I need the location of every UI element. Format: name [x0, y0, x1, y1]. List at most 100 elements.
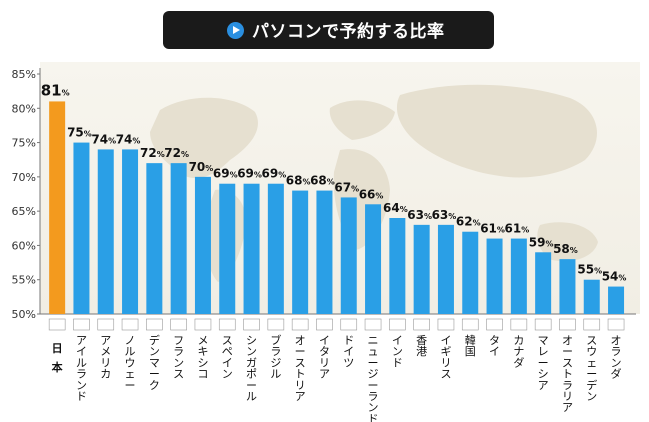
x-category-label: 日本	[52, 342, 63, 374]
world-map-decoration	[150, 84, 598, 282]
y-tick-label: 60%	[12, 239, 36, 252]
bar	[146, 163, 163, 314]
x-category-label: オーストラリア	[562, 334, 573, 414]
y-tick-label: 55%	[12, 274, 36, 287]
flag-icon	[170, 318, 187, 331]
chart-title-box	[163, 11, 494, 49]
x-category-label: イタリア	[319, 334, 330, 381]
x-category-label: インド	[392, 334, 403, 369]
bar	[340, 197, 357, 314]
data-label: 67%	[334, 180, 359, 194]
x-category-label: スペイン	[222, 334, 233, 381]
x-category-label: イギリス	[440, 334, 451, 381]
y-tick-label: 80%	[12, 102, 36, 115]
bar	[97, 149, 114, 314]
bar	[292, 190, 309, 314]
x-category-label: タイ	[489, 334, 500, 358]
data-label: 55%	[577, 263, 602, 277]
bar	[583, 279, 600, 314]
bar	[535, 252, 552, 314]
chart-title: パソコンで予約する比率	[252, 22, 445, 42]
data-label: 72%	[140, 146, 165, 160]
x-category-label: シンガポール	[246, 334, 257, 403]
flag-icon	[486, 318, 503, 331]
flag-icon	[218, 318, 236, 331]
data-label: 68%	[310, 174, 335, 188]
data-label: 81%	[41, 81, 70, 99]
data-label: 68%	[286, 174, 311, 188]
data-label: 58%	[553, 242, 578, 256]
bar	[243, 183, 260, 314]
bar	[122, 149, 139, 314]
x-category-label: オランダ	[611, 334, 622, 381]
bar	[170, 163, 187, 314]
x-category-label: カナダ	[513, 334, 524, 369]
x-category-label: メキシコ	[197, 334, 208, 381]
bar	[389, 218, 406, 314]
bar	[194, 176, 211, 314]
x-category-label: フランス	[173, 334, 184, 381]
y-tick-label: 70%	[12, 171, 36, 184]
flag-icon	[413, 318, 430, 331]
x-category-label: ドイツ	[343, 334, 354, 369]
flag-icon	[73, 318, 90, 331]
flag-icon	[510, 318, 528, 331]
y-tick-label: 50%	[12, 308, 36, 321]
x-category-label: ノルウェー	[125, 334, 136, 392]
bar	[365, 204, 382, 314]
x-category-label: ブラジル	[270, 333, 281, 381]
data-label: 75%	[67, 126, 92, 140]
bar	[316, 190, 333, 314]
flag-icon	[316, 318, 333, 331]
flag-icon	[437, 318, 455, 331]
flag-icon	[340, 318, 358, 331]
data-label: 74%	[91, 132, 116, 146]
flag-icon	[461, 318, 479, 331]
bar	[462, 231, 479, 314]
data-label: 69%	[237, 167, 262, 181]
data-label: 62%	[456, 215, 481, 229]
bar	[486, 238, 503, 314]
data-label: 72%	[164, 146, 189, 160]
bar	[267, 183, 284, 314]
bar	[510, 238, 527, 314]
x-category-label: 香港	[416, 334, 427, 358]
bar	[413, 224, 430, 314]
x-category-label: オーストリア	[295, 334, 306, 403]
flag-icon	[121, 318, 139, 331]
play-icon	[227, 22, 244, 39]
flag-icon	[48, 318, 66, 331]
data-label: 63%	[407, 208, 432, 222]
flag-icon	[291, 318, 309, 331]
flag-icon	[559, 318, 576, 331]
bar	[49, 101, 66, 314]
y-tick-label: 65%	[12, 205, 36, 218]
bar	[437, 224, 454, 314]
flag-icon	[243, 318, 260, 331]
y-tick-label: 75%	[12, 137, 36, 150]
flag-icon	[364, 318, 382, 331]
flag-icon	[97, 318, 115, 331]
x-category-label: アメリカ	[100, 334, 111, 381]
x-category-label: ニュージーランド	[368, 334, 379, 422]
bar	[608, 286, 625, 314]
x-category-label: アイルランド	[76, 334, 87, 403]
flag-icon	[194, 318, 212, 331]
bar	[73, 142, 90, 314]
flag-icon	[534, 318, 552, 331]
data-label: 61%	[480, 222, 505, 236]
data-label: 59%	[529, 235, 554, 249]
data-label: 70%	[189, 160, 214, 174]
data-label: 66%	[359, 187, 384, 201]
data-label: 63%	[432, 208, 457, 222]
bar	[219, 183, 236, 314]
data-label: 54%	[602, 270, 627, 284]
flag-icon	[267, 318, 285, 331]
bar	[559, 259, 576, 314]
x-category-label: デンマーク	[149, 333, 160, 392]
flag-icon	[583, 318, 601, 331]
data-label: 61%	[504, 222, 529, 236]
x-category-label: マレーシア	[538, 334, 549, 392]
